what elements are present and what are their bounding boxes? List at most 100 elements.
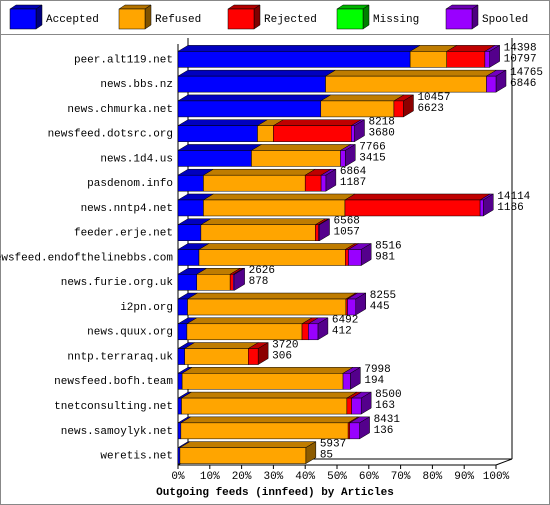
bar-front — [340, 150, 346, 167]
bar-front — [177, 298, 188, 316]
bar-segment — [409, 45, 458, 68]
y-tick-label: newsfeed.endofthelinebbs.com — [0, 252, 173, 264]
bar-front — [177, 348, 185, 365]
bar-top — [319, 94, 405, 102]
offered-label: 7766 — [359, 141, 385, 153]
bar-front — [318, 224, 320, 241]
accepted-label: 306 — [272, 350, 292, 362]
y-tick-label: pasdenom.info — [87, 178, 173, 190]
bar-segment — [232, 267, 246, 291]
y-tick-label: weretis.net — [100, 451, 173, 463]
bar-front — [346, 397, 352, 415]
bar-front — [248, 348, 259, 365]
offered-label: 8255 — [370, 290, 396, 302]
bar-segment — [186, 292, 357, 316]
offered-label: 2626 — [249, 265, 275, 277]
legend-item: Spooled — [445, 4, 528, 30]
legend-label: Spooled — [482, 14, 528, 26]
bar-segment — [177, 119, 269, 142]
bar-front — [177, 75, 326, 93]
bar-front — [177, 397, 182, 415]
bar-segment — [445, 45, 496, 68]
x-tick-label: 60% — [359, 471, 379, 483]
x-tick-label: 0% — [171, 471, 185, 483]
bar-front — [308, 323, 319, 341]
offered-label: 8218 — [368, 117, 394, 129]
accepted-label: 878 — [249, 276, 269, 288]
bar-segment — [202, 193, 356, 217]
bar-top — [272, 119, 363, 126]
bar-segment — [348, 416, 371, 440]
bar-front — [177, 274, 198, 291]
y-tick-label: newsfeed.bofh.team — [54, 376, 173, 388]
bar-top — [202, 193, 356, 201]
bar-front — [177, 373, 183, 390]
accepted-label: 412 — [332, 326, 352, 338]
bar-front — [177, 100, 322, 118]
bar-segment — [483, 44, 501, 68]
bar-front — [446, 51, 486, 68]
bar-segment — [339, 143, 357, 167]
bar-front — [200, 224, 316, 241]
bar-segment — [183, 342, 260, 365]
legend-swatch — [118, 8, 146, 30]
accepted-label: 6623 — [417, 103, 443, 115]
offered-label: 10457 — [417, 92, 450, 104]
bar-top — [177, 119, 269, 126]
legend-item: Rejected — [227, 4, 317, 30]
bar-segment — [350, 119, 366, 143]
bar-front — [257, 125, 274, 142]
bar-segment — [177, 94, 332, 118]
offered-label: 6568 — [334, 216, 360, 228]
accepted-label: 3680 — [368, 128, 394, 140]
offered-label: 6864 — [340, 166, 367, 178]
bar-segment — [202, 168, 317, 192]
x-tick-label: 80% — [422, 471, 442, 483]
bar-front — [203, 199, 346, 217]
offered-label: 6492 — [332, 315, 358, 327]
x-tick-label: 20% — [232, 471, 252, 483]
offered-label: 5937 — [320, 439, 346, 451]
legend-swatch-side — [35, 4, 43, 30]
offered-label: 7998 — [364, 364, 390, 376]
bar-top — [177, 69, 337, 77]
bar-segment — [350, 391, 373, 415]
offered-label: 8431 — [374, 414, 401, 426]
bar-front — [177, 224, 202, 241]
bar-front — [177, 323, 188, 341]
bar-segment — [247, 342, 270, 366]
accepted-label: 1186 — [497, 202, 523, 214]
bar-front — [349, 422, 360, 440]
bar-front — [345, 249, 349, 266]
bar-segment — [250, 144, 352, 167]
bar-segment — [393, 94, 415, 118]
legend-label: Refused — [155, 14, 201, 26]
bar-front — [344, 199, 481, 217]
accepted-label: 136 — [374, 425, 394, 437]
offered-label: 14114 — [497, 191, 530, 203]
offered-label: 14765 — [510, 67, 543, 79]
bar-top — [198, 243, 357, 250]
bar-front — [184, 348, 249, 365]
y-tick-label: newsfeed.dotsrc.org — [48, 129, 173, 141]
y-tick-label: nntp.terraraq.uk — [67, 351, 173, 363]
bar-segment — [177, 69, 337, 93]
bar-front — [179, 447, 307, 464]
bar-front — [181, 397, 348, 415]
bar-segment — [177, 45, 422, 68]
bar-front — [484, 51, 490, 68]
bar-front — [229, 274, 234, 291]
bar-front — [342, 373, 351, 390]
x-tick-label: 50% — [327, 471, 347, 483]
bar-segment — [342, 366, 362, 390]
bar-front — [320, 174, 327, 192]
bar-front — [273, 125, 352, 142]
bar-segment — [479, 193, 495, 217]
bar-segment — [199, 218, 327, 241]
accepted-label: 3415 — [359, 152, 385, 164]
bar-segment — [195, 268, 242, 291]
legend-swatch — [9, 8, 37, 30]
accepted-label: 445 — [370, 301, 390, 313]
y-tick-label: news.quux.org — [87, 327, 173, 339]
